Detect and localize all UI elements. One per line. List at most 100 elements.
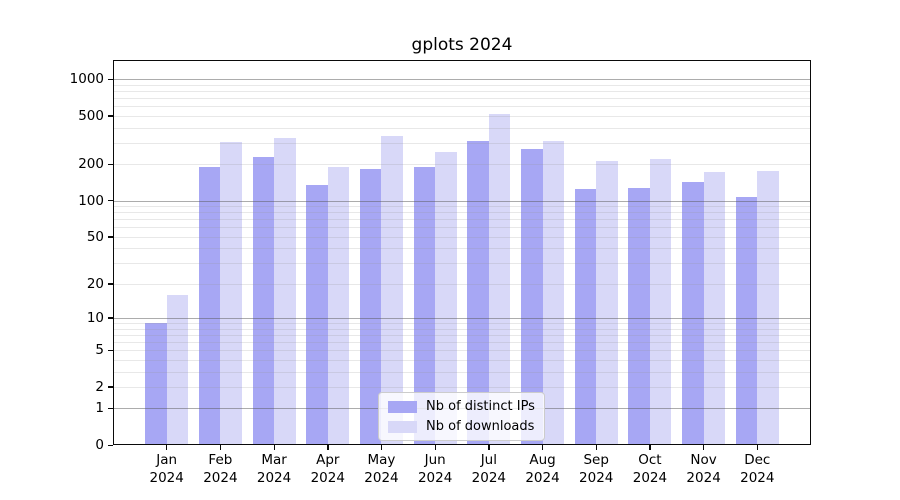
bar-may-distinct-ips: [359, 168, 382, 445]
x-tick-label-jul: Jul 2024: [457, 451, 521, 487]
y-tick-label-20: 20: [86, 275, 104, 292]
bar-mar-distinct-ips: [252, 157, 275, 445]
bar-sep-downloads: [596, 160, 618, 445]
y-tick-mark-2: [108, 386, 113, 388]
bar-aug-distinct-ips: [521, 148, 543, 445]
x-tick-year: 2024: [417, 470, 453, 486]
x-tick-year: 2024: [525, 470, 560, 486]
x-tick-label-oct: Oct 2024: [618, 451, 682, 487]
y-tick-label-1: 1: [95, 400, 104, 417]
x-tick-label-feb: Feb 2024: [188, 451, 252, 487]
y-tick-mark-1: [108, 407, 113, 410]
x-tick-year: 2024: [632, 470, 668, 486]
legend-label-distinct-ips: Nb of distinct IPs: [426, 399, 535, 414]
x-tick-year: 2024: [740, 470, 775, 486]
x-tick-label-sep: Sep 2024: [564, 451, 628, 487]
x-tick-year: 2024: [364, 470, 399, 486]
bar-dec-distinct-ips: [735, 196, 758, 445]
x-tick-month: Feb: [208, 452, 233, 468]
y-tick-mark-100: [108, 200, 113, 202]
bar-mar-downloads: [274, 138, 296, 445]
x-tick-label-jan: Jan 2024: [135, 451, 199, 487]
bar-jul-downloads: [488, 114, 511, 445]
y-tick-mark-0: [108, 444, 113, 446]
y-tick-label-10: 10: [86, 309, 104, 326]
bar-apr-distinct-ips: [306, 185, 328, 445]
y-tick-label-2: 2: [95, 378, 104, 395]
x-tick-year: 2024: [256, 470, 292, 486]
y-tick-label-1000: 1000: [69, 71, 104, 88]
x-tick-label-nov: Nov 2024: [672, 451, 736, 487]
bar-sep-distinct-ips: [574, 188, 597, 445]
x-tick-mark-nov: [703, 445, 705, 450]
x-tick-month: Dec: [744, 452, 771, 468]
x-tick-month: Jun: [424, 452, 446, 468]
y-tick-mark-5: [108, 349, 113, 351]
y-tick-label-200: 200: [78, 156, 104, 173]
bar-jan-downloads: [166, 294, 189, 445]
x-tick-year: 2024: [310, 470, 345, 486]
x-tick-mark-may: [380, 445, 383, 450]
bar-feb-downloads: [220, 142, 242, 445]
bar-oct-downloads: [649, 159, 672, 445]
y-tick-mark-1000: [108, 78, 113, 80]
legend-swatch-downloads: [388, 420, 417, 433]
bar-feb-distinct-ips: [198, 167, 221, 445]
x-tick-month: Jan: [156, 452, 178, 468]
x-tick-mark-jul: [488, 445, 490, 450]
chart-title: gplots 2024: [411, 35, 513, 55]
x-tick-year: 2024: [686, 470, 721, 486]
y-tick-label-5: 5: [95, 342, 104, 359]
x-tick-month: Jul: [480, 452, 497, 468]
y-tick-mark-500: [108, 115, 113, 117]
x-tick-mark-jun: [434, 445, 436, 450]
x-tick-label-jun: Jun 2024: [403, 451, 467, 487]
bar-nov-distinct-ips: [682, 182, 704, 445]
y-tick-mark-20: [108, 283, 113, 285]
bar-oct-distinct-ips: [628, 187, 650, 445]
x-tick-mark-aug: [542, 445, 544, 450]
bar-aug-downloads: [542, 141, 565, 445]
legend: Nb of distinct IPs Nb of downloads: [378, 392, 545, 441]
bar-jan-distinct-ips: [145, 323, 167, 445]
x-tick-month: Oct: [638, 452, 662, 468]
bar-jul-distinct-ips: [467, 140, 489, 445]
legend-swatch-distinct-ips: [388, 400, 417, 413]
x-tick-label-aug: Aug 2024: [511, 451, 575, 487]
x-tick-mark-sep: [595, 445, 598, 450]
x-tick-label-mar: Mar 2024: [242, 451, 306, 487]
y-tick-mark-200: [108, 163, 113, 165]
y-tick-label-50: 50: [86, 228, 104, 245]
bar-jun-distinct-ips: [413, 167, 436, 445]
x-tick-month: Mar: [261, 452, 287, 468]
x-tick-mark-oct: [649, 445, 651, 450]
bar-apr-downloads: [327, 166, 350, 445]
x-tick-month: Nov: [690, 452, 717, 468]
legend-item-downloads: Nb of downloads: [388, 418, 535, 435]
x-tick-month: Apr: [316, 452, 340, 468]
x-tick-month: May: [367, 452, 396, 468]
legend-label-downloads: Nb of downloads: [426, 419, 535, 434]
x-tick-year: 2024: [149, 470, 184, 486]
legend-item-distinct-ips: Nb of distinct IPs: [388, 398, 535, 415]
x-tick-label-apr: Apr 2024: [296, 451, 360, 487]
bar-jun-downloads: [435, 151, 457, 445]
x-tick-label-dec: Dec 2024: [725, 451, 789, 487]
bar-dec-downloads: [757, 171, 779, 445]
x-tick-label-may: May 2024: [349, 451, 413, 487]
x-tick-mark-feb: [219, 445, 222, 450]
y-tick-label-0: 0: [95, 437, 104, 453]
x-tick-mark-dec: [756, 445, 759, 450]
bar-nov-downloads: [703, 172, 726, 445]
y-tick-mark-10: [108, 317, 113, 319]
y-tick-mark-50: [108, 236, 113, 238]
x-tick-year: 2024: [203, 470, 238, 486]
bars-layer: [113, 60, 811, 445]
x-tick-mark-mar: [273, 445, 275, 450]
x-tick-month: Aug: [529, 452, 556, 468]
x-tick-month: Sep: [583, 452, 609, 468]
bar-may-downloads: [381, 135, 403, 445]
y-tick-label-100: 100: [78, 192, 104, 209]
x-tick-mark-apr: [327, 445, 329, 450]
